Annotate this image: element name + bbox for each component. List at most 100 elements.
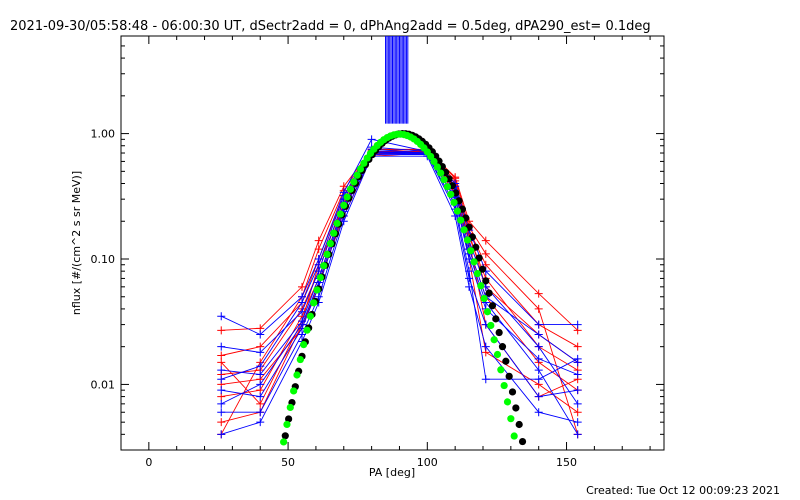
series-point [256, 380, 265, 389]
model-curve-point [326, 239, 335, 248]
model-curve-point [480, 294, 488, 303]
series-point [256, 348, 265, 357]
model-curve-point [433, 163, 441, 171]
series-point [534, 289, 543, 298]
series-line-4 [221, 152, 578, 423]
series-line-7 [220, 151, 578, 405]
series-point [217, 358, 226, 367]
model-curve-point [498, 343, 507, 351]
model-curve-point [343, 193, 351, 201]
series-point [256, 330, 265, 339]
series-point [573, 370, 582, 379]
series-point [256, 418, 265, 427]
series-point [573, 386, 582, 395]
model-curve-point [310, 299, 318, 307]
y-axis-label: nflux [#/(cm^2 s sr MeV)] [70, 171, 83, 315]
series-point [534, 392, 543, 401]
series-point [217, 386, 226, 395]
series-point [534, 354, 543, 363]
model-curve-point [472, 243, 480, 251]
series-point [256, 392, 265, 401]
created-footer: Created: Tue Oct 12 00:09:23 2021 [586, 484, 780, 497]
series-point [534, 342, 543, 351]
series-line-11 [221, 152, 578, 398]
model-curve-point [293, 371, 301, 379]
y-tick-label: 0.01 [91, 378, 116, 391]
series-point [256, 362, 265, 371]
model-curve-point [313, 286, 321, 294]
series-point [534, 375, 543, 384]
series-line-14 [221, 146, 579, 405]
series-line-3 [221, 151, 578, 398]
model-curve-point [503, 398, 512, 406]
model-curve-point [346, 185, 355, 193]
series-line-8 [221, 138, 578, 336]
series-line-2 [221, 149, 578, 375]
series-point [217, 351, 226, 360]
model-curve-point [477, 282, 485, 290]
model-curve-point [485, 289, 493, 297]
series-point [573, 430, 582, 439]
series-point [481, 375, 490, 384]
series-point [534, 320, 543, 329]
series-point [534, 330, 543, 339]
model-curve-point [495, 328, 503, 337]
model-curve-point [488, 302, 497, 310]
series-point [217, 399, 226, 408]
model-curve-point [323, 250, 331, 258]
series-point [534, 304, 543, 313]
x-tick-label: 0 [145, 456, 152, 469]
series-line-13 [221, 155, 578, 435]
model-curve-point [510, 432, 518, 440]
model-curve-point [453, 207, 461, 215]
series-point [298, 307, 306, 316]
series-point [367, 135, 376, 144]
series-point [314, 245, 323, 254]
model-curve-point [505, 372, 513, 380]
series-point [298, 282, 306, 291]
series-point [481, 342, 490, 351]
series-point [573, 399, 582, 408]
series-point [534, 408, 543, 417]
model-curve-point [283, 420, 291, 429]
model-curve-point [457, 216, 465, 224]
series-point [256, 370, 265, 379]
model-curve-point [320, 262, 328, 270]
series-point [217, 430, 226, 439]
model-curve-point [487, 321, 495, 330]
series-line-5 [220, 148, 579, 435]
series-point [573, 342, 582, 351]
series-point [217, 366, 226, 375]
model-curve-point [360, 159, 368, 167]
model-curve-point [463, 236, 472, 244]
series-point [298, 320, 306, 329]
model-curve-point [475, 254, 483, 262]
series-point [217, 408, 226, 417]
plot-area [217, 36, 582, 446]
x-tick-label: 50 [281, 456, 295, 469]
model-curve-point [512, 404, 520, 412]
series-point [465, 282, 474, 291]
series-point [481, 249, 490, 258]
model-curve-point [450, 198, 458, 207]
data-layer [217, 36, 582, 446]
plot-title: 2021-09-30/05:58:48 - 06:00:30 UT, dSect… [10, 19, 651, 34]
series-point [217, 312, 226, 321]
model-curve-point [490, 336, 498, 344]
model-curve-point [497, 366, 505, 374]
series-line-15 [220, 151, 579, 435]
series-point [256, 399, 265, 408]
model-curve-point [515, 420, 523, 429]
model-curve-point [467, 247, 475, 255]
series-point [481, 236, 490, 245]
model-curve-point [303, 326, 311, 334]
series-line-10 [221, 151, 578, 375]
model-curve-point [493, 350, 502, 359]
model-curve-point [333, 219, 341, 227]
model-curve-point [473, 269, 482, 278]
model-curve-point [296, 355, 304, 364]
model-curve-point [290, 387, 298, 395]
model-curve-point [518, 437, 527, 446]
model-curve-point [437, 169, 445, 177]
